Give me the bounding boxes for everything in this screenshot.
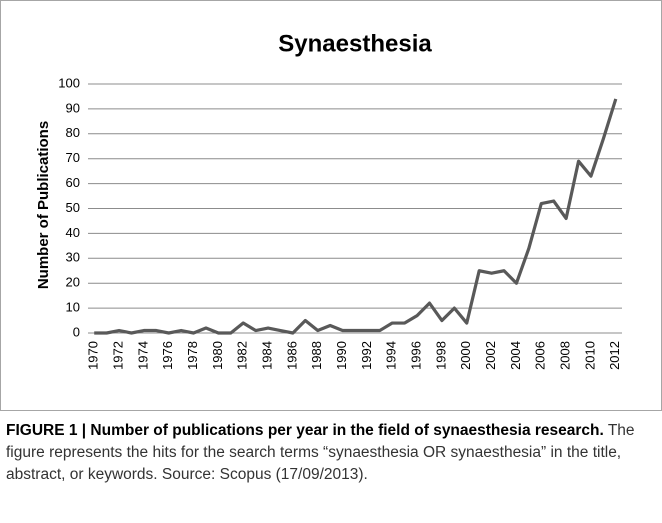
caption-bold: FIGURE 1 | Number of publications per ye…	[6, 422, 604, 439]
x-tick-label: 1994	[384, 341, 399, 370]
y-tick-label: 20	[66, 275, 80, 290]
x-tick-label: 1974	[135, 341, 150, 370]
caption-text: The figure represents the hits for the s…	[6, 422, 635, 483]
x-tick-label: 2008	[558, 341, 573, 370]
x-tick-label: 1980	[210, 341, 225, 370]
x-tick-label: 1986	[284, 341, 299, 370]
y-tick-label: 10	[66, 300, 80, 315]
y-tick-label: 0	[73, 324, 80, 339]
y-tick-label: 100	[58, 75, 80, 90]
x-tick-label: 1978	[185, 341, 200, 370]
x-tick-label: 2004	[508, 341, 523, 370]
x-tick-label: 1992	[359, 341, 374, 370]
y-tick-label: 40	[66, 225, 80, 240]
y-tick-label: 90	[66, 100, 80, 115]
y-tick-label: 60	[66, 175, 80, 190]
x-tick-label: 2002	[483, 341, 498, 370]
data-line	[94, 98, 618, 335]
chart-frame	[0, 0, 662, 411]
x-tick-label: 2012	[607, 341, 622, 370]
x-tick-label: 1988	[309, 341, 324, 370]
chart-title: Synaesthesia	[278, 30, 432, 57]
x-tick-label: 2000	[458, 341, 473, 370]
x-tick-label: 1984	[260, 341, 275, 370]
chart: Synaesthesia Number of Publications 0 10 2…	[0, 0, 662, 411]
x-tick-label: 2010	[582, 341, 597, 370]
x-tick-label: 1990	[334, 341, 349, 370]
y-tick-label: 50	[66, 200, 80, 215]
x-tick-label: 1972	[110, 341, 125, 370]
x-tick-label: 1996	[409, 341, 424, 370]
y-tick-label: 70	[66, 150, 80, 165]
y-tick-label: 30	[66, 250, 80, 265]
x-tick-label: 1998	[433, 341, 448, 370]
x-tick-label: 2006	[533, 341, 548, 370]
x-tick-label: 1970	[86, 341, 101, 370]
y-tick-label: 80	[66, 125, 80, 140]
x-tick-label: 1982	[235, 341, 250, 370]
y-axis-title: Number of Publications	[35, 121, 52, 289]
x-tick-label: 1976	[160, 341, 175, 370]
caption: FIGURE 1 | Number of publications per ye…	[6, 420, 654, 486]
